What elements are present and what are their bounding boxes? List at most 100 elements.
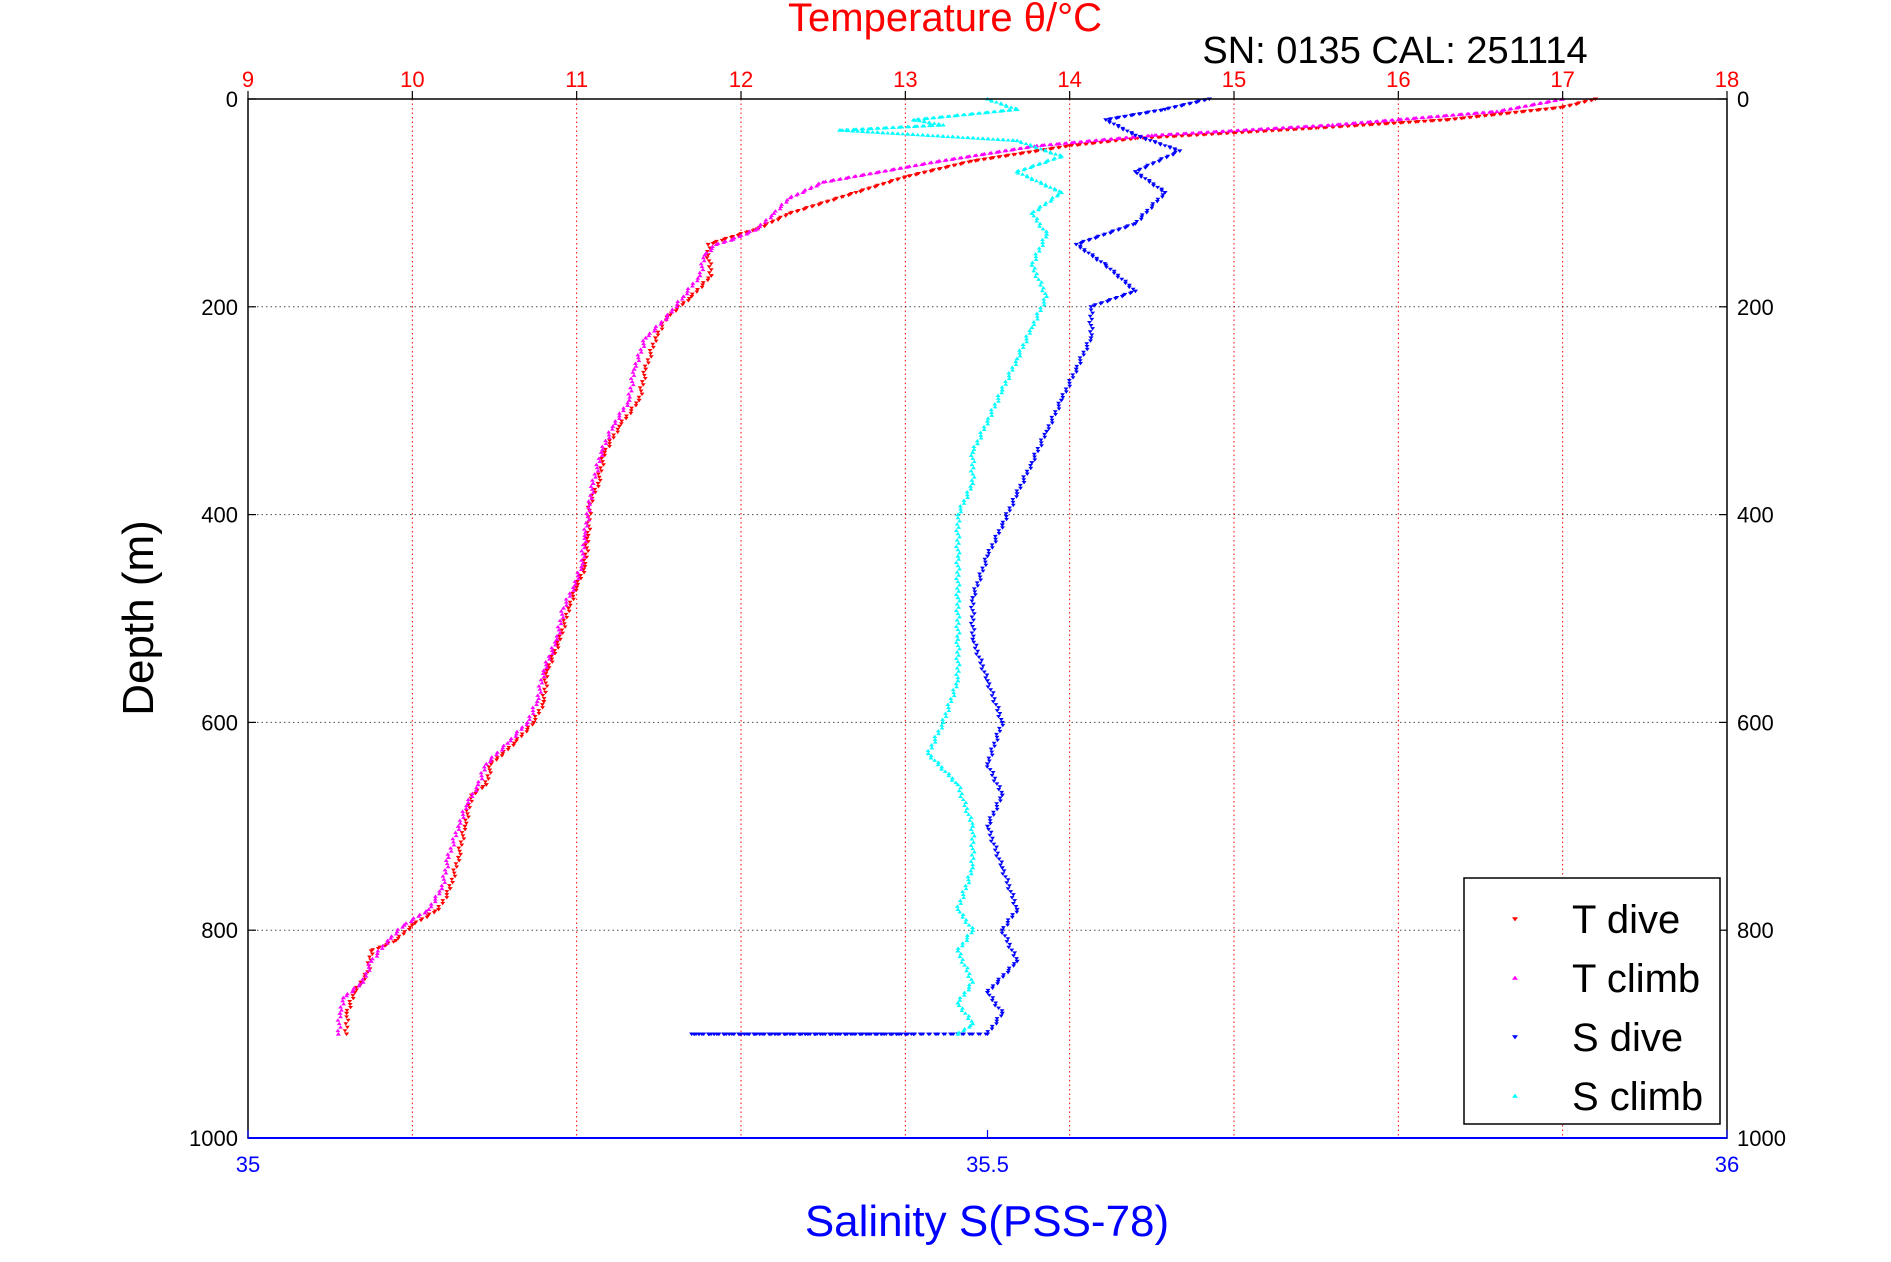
data-point [463, 818, 468, 822]
data-point [555, 640, 560, 645]
legend-label: S climb [1572, 1075, 1703, 1119]
data-point [958, 951, 964, 956]
data-point [409, 923, 415, 928]
data-point [1006, 373, 1012, 378]
data-point [508, 736, 514, 741]
temperature-tick-label: 17 [1550, 67, 1574, 92]
data-point [996, 532, 1002, 536]
data-point [768, 215, 774, 220]
data-point [975, 111, 981, 115]
data-point [642, 377, 648, 381]
data-point [953, 624, 959, 628]
data-point [901, 176, 907, 180]
data-point [567, 591, 573, 595]
data-point [1094, 258, 1100, 262]
data-point [1023, 141, 1029, 146]
data-point [579, 558, 584, 562]
data-point [757, 1032, 763, 1037]
data-point [927, 123, 932, 128]
data-point [866, 126, 872, 131]
data-point [964, 155, 970, 159]
data-point [505, 747, 511, 752]
legend-label: T climb [1572, 957, 1700, 1001]
data-point [1090, 311, 1096, 315]
data-point [904, 124, 910, 129]
data-point [953, 544, 959, 549]
data-point [590, 490, 596, 494]
data-point [447, 887, 453, 891]
data-point [625, 400, 631, 405]
data-point [953, 608, 959, 612]
temperature-tick-label: 11 [565, 67, 588, 92]
data-point [1049, 415, 1055, 420]
data-point [1038, 305, 1043, 310]
salinity-tick-label: 36 [1715, 1152, 1739, 1177]
data-point [713, 242, 719, 247]
data-point [585, 549, 591, 553]
data-point [1006, 370, 1012, 375]
data-point [1128, 114, 1134, 118]
data-point [451, 871, 457, 875]
data-point [428, 904, 434, 909]
data-point [658, 322, 664, 326]
data-point [954, 586, 960, 590]
data-point [594, 462, 599, 467]
data-point [698, 261, 704, 266]
data-point [858, 173, 864, 177]
data-point [1053, 413, 1058, 417]
data-point [971, 840, 976, 844]
data-point [537, 687, 543, 691]
data-point [363, 974, 369, 978]
data-point [428, 902, 434, 906]
data-point [599, 444, 605, 448]
data-point [1107, 121, 1112, 125]
data-point [1142, 166, 1148, 170]
data-point [737, 1032, 742, 1037]
data-point [1015, 171, 1021, 175]
data-point [1048, 151, 1054, 155]
data-point [655, 330, 661, 334]
data-point [845, 128, 851, 133]
data-point [541, 668, 547, 673]
depth-tick-label: 400 [1737, 503, 1774, 528]
data-point [570, 591, 576, 596]
data-point [957, 995, 963, 1000]
data-point [560, 615, 566, 619]
data-point [987, 151, 993, 155]
data-point [1264, 126, 1270, 131]
data-point [494, 750, 500, 754]
data-point [1138, 175, 1144, 179]
data-point [705, 278, 711, 283]
data-point [1241, 128, 1247, 132]
data-point [1010, 368, 1015, 372]
data-point [973, 159, 979, 163]
data-point [408, 919, 414, 923]
data-point [994, 807, 1000, 812]
data-point [968, 487, 974, 491]
data-point [1196, 130, 1202, 135]
data-point [1410, 116, 1416, 120]
data-point [984, 762, 991, 767]
data-point [464, 809, 470, 813]
data-point [708, 248, 714, 253]
data-point [648, 352, 654, 356]
data-point [968, 977, 974, 981]
data-point [989, 413, 995, 417]
data-point [416, 914, 422, 918]
data-point [488, 762, 494, 767]
data-point [965, 1016, 971, 1020]
data-point [519, 732, 525, 736]
data-point [980, 569, 986, 573]
data-point [866, 171, 872, 176]
data-point [440, 874, 446, 878]
data-point [997, 796, 1003, 800]
data-point [534, 702, 540, 707]
data-point [563, 600, 569, 604]
data-point [337, 1011, 343, 1015]
data-point [583, 520, 589, 525]
data-point [1028, 466, 1034, 471]
data-point [1024, 336, 1029, 341]
data-point [1456, 112, 1462, 117]
data-point [344, 1011, 350, 1016]
data-point [444, 861, 450, 866]
